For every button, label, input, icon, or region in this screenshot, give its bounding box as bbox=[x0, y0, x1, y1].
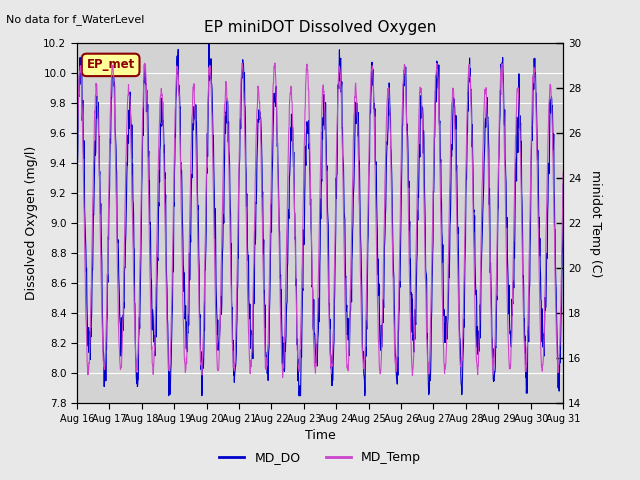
Line: MD_Temp: MD_Temp bbox=[77, 63, 563, 377]
X-axis label: Time: Time bbox=[305, 429, 335, 442]
Legend: MD_DO, MD_Temp: MD_DO, MD_Temp bbox=[214, 446, 426, 469]
Y-axis label: minidot Temp (C): minidot Temp (C) bbox=[589, 169, 602, 277]
Text: EP_met: EP_met bbox=[86, 59, 135, 72]
MD_DO bbox=[559, 181, 567, 187]
MD_Temp bbox=[236, 144, 243, 150]
MD_DO bbox=[165, 393, 173, 398]
MD_Temp bbox=[271, 60, 278, 66]
MD_DO bbox=[205, 35, 213, 40]
Title: EP miniDOT Dissolved Oxygen: EP miniDOT Dissolved Oxygen bbox=[204, 20, 436, 35]
MD_Temp bbox=[396, 252, 403, 258]
MD_Temp bbox=[279, 374, 287, 380]
MD_DO bbox=[236, 123, 244, 129]
MD_Temp bbox=[181, 360, 189, 366]
MD_DO bbox=[396, 278, 403, 284]
MD_DO bbox=[170, 266, 177, 272]
MD_Temp bbox=[559, 169, 567, 175]
MD_DO bbox=[73, 199, 81, 205]
MD_Temp bbox=[502, 234, 510, 240]
MD_Temp bbox=[73, 168, 81, 173]
MD_DO bbox=[182, 314, 189, 320]
MD_Temp bbox=[460, 315, 467, 321]
MD_Temp bbox=[170, 224, 177, 230]
MD_DO bbox=[460, 349, 467, 355]
Text: No data for f_WaterLevel: No data for f_WaterLevel bbox=[6, 14, 145, 25]
Line: MD_DO: MD_DO bbox=[77, 37, 563, 396]
MD_DO bbox=[502, 180, 510, 185]
Y-axis label: Dissolved Oxygen (mg/l): Dissolved Oxygen (mg/l) bbox=[25, 146, 38, 300]
